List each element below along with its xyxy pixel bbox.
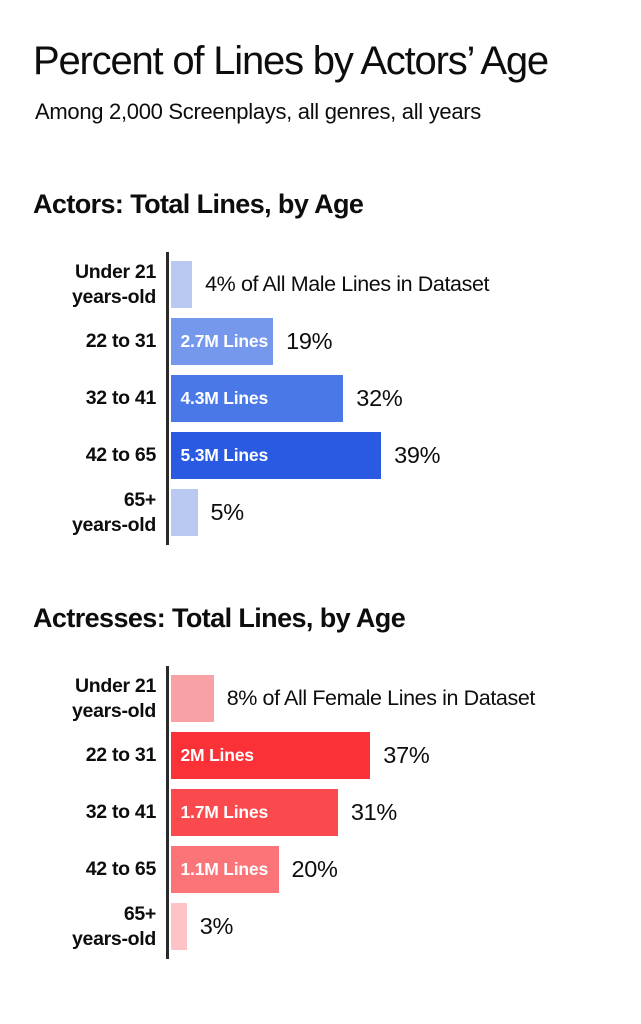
bar: 1.7M Lines <box>170 789 338 837</box>
bar: 2M Lines <box>170 732 371 780</box>
bar-row: 22 to 31 2.7M Lines 19% <box>0 313 641 370</box>
category-label-line: Under 21 <box>74 674 156 697</box>
category-label: 65+ years-old <box>0 902 156 952</box>
page-subtitle: Among 2,000 Screenplays, all genres, all… <box>35 99 482 124</box>
category-label-line: Under 21 <box>74 260 156 283</box>
bar-inside-label: 2M Lines <box>180 745 254 766</box>
page-title: Percent of Lines by Actors’ Age <box>33 39 549 83</box>
category-label-line: 42 to 65 <box>85 858 157 881</box>
category-label: 42 to 65 <box>0 443 157 468</box>
bar-row: 32 to 41 1.7M Lines 31% <box>0 784 641 841</box>
category-label: 22 to 31 <box>0 329 157 354</box>
bar <box>170 489 198 537</box>
category-label: 65+ years-old <box>0 488 156 538</box>
bar: 2.7M Lines <box>170 318 274 366</box>
actresses-chart-heading: Actresses: Total Lines, by Age <box>33 603 406 634</box>
bar-row: 42 to 65 1.1M Lines 20% <box>0 841 641 898</box>
category-label: Under 21 years-old <box>0 260 156 310</box>
category-label-line: 65+ <box>123 488 156 511</box>
category-label: 32 to 41 <box>0 800 157 825</box>
actors-chart-heading: Actors: Total Lines, by Age <box>33 189 364 220</box>
category-label: 22 to 31 <box>0 743 157 768</box>
value-label: 4% of All Male Lines in Dataset <box>205 272 490 297</box>
actresses-chart-section: Actresses: Total Lines, by Age Under 21 y… <box>0 603 641 960</box>
category-label-line: years-old <box>71 285 156 308</box>
category-label-line: 32 to 41 <box>85 387 157 410</box>
bar-inside-label: 1.7M Lines <box>180 802 269 823</box>
category-label: 32 to 41 <box>0 386 157 411</box>
bar-row: 65+ years-old 3% <box>0 898 641 955</box>
bar: 4.3M Lines <box>170 375 344 423</box>
bar <box>170 261 193 309</box>
category-label-line: years-old <box>71 513 156 536</box>
category-label-line: 32 to 41 <box>85 801 157 824</box>
bar-row: Under 21 years-old 8% of All Female Lines … <box>0 670 641 727</box>
category-label: 42 to 65 <box>0 857 157 882</box>
bar-inside-label: 5.3M Lines <box>180 445 269 466</box>
category-label-line: 22 to 31 <box>85 330 157 353</box>
actresses-y-axis-line <box>166 666 169 960</box>
value-label: 32% <box>356 385 403 412</box>
value-label: 19% <box>286 328 333 355</box>
category-label-line: 65+ <box>123 902 156 925</box>
bar-row: Under 21 years-old 4% of All Male Lines in… <box>0 256 641 313</box>
value-label: 39% <box>394 442 441 469</box>
value-label: 20% <box>291 856 338 883</box>
bar <box>170 675 214 723</box>
bar-inside-label: 1.1M Lines <box>180 859 269 880</box>
category-label-line: 42 to 65 <box>85 444 157 467</box>
category-label-line: years-old <box>71 699 156 722</box>
actors-chart-rows: Under 21 years-old 4% of All Male Lines in… <box>0 256 641 541</box>
category-label: Under 21 years-old <box>0 674 156 724</box>
value-label: 5% <box>210 499 245 526</box>
actors-bar-chart: Under 21 years-old 4% of All Male Lines in… <box>0 252 641 546</box>
category-label-line: 22 to 31 <box>85 744 157 767</box>
bar-inside-label: 2.7M Lines <box>180 331 269 352</box>
bar-inside-label: 4.3M Lines <box>180 388 269 409</box>
bar-row: 22 to 31 2M Lines 37% <box>0 727 641 784</box>
value-label: 8% of All Female Lines in Dataset <box>226 686 536 711</box>
bar: 1.1M Lines <box>170 846 279 894</box>
actors-chart-section: Actors: Total Lines, by Age Under 21 year… <box>0 189 641 546</box>
bar-row: 32 to 41 4.3M Lines 32% <box>0 370 641 427</box>
bar-row: 42 to 65 5.3M Lines 39% <box>0 427 641 484</box>
bar-row: 65+ years-old 5% <box>0 484 641 541</box>
bar: 5.3M Lines <box>170 432 382 480</box>
actresses-bar-chart: Under 21 years-old 8% of All Female Lines … <box>0 666 641 960</box>
value-label: 31% <box>350 799 398 826</box>
actors-y-axis-line <box>166 252 169 546</box>
category-label-line: years-old <box>71 927 156 950</box>
value-label: 3% <box>199 913 234 940</box>
actresses-chart-rows: Under 21 years-old 8% of All Female Lines … <box>0 670 641 955</box>
value-label: 37% <box>383 742 430 769</box>
bar <box>170 903 187 951</box>
